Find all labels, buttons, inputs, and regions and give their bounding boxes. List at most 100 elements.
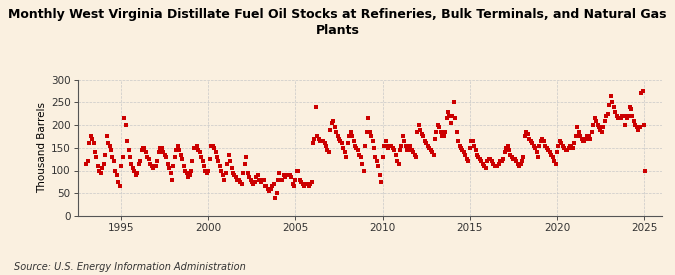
Point [628, 118, 639, 123]
Point [273, 177, 284, 182]
Point [164, 166, 175, 170]
Point [319, 141, 330, 145]
Point [180, 168, 190, 173]
Point [177, 157, 188, 161]
Point [569, 141, 580, 145]
Point [633, 128, 644, 132]
Point [418, 134, 429, 139]
Point [226, 166, 237, 170]
Point [344, 134, 354, 139]
Point [176, 152, 186, 157]
Point [566, 143, 577, 148]
Point [427, 150, 437, 155]
Point [463, 159, 474, 164]
Point [492, 164, 503, 168]
Point [250, 180, 261, 184]
Point [639, 123, 649, 127]
Point [525, 139, 536, 143]
Point [313, 137, 324, 141]
Point [220, 170, 231, 175]
Point [439, 130, 450, 134]
Point [512, 161, 523, 166]
Point [487, 161, 498, 166]
Point [594, 125, 605, 130]
Point [244, 175, 254, 180]
Point [277, 177, 288, 182]
Point [549, 159, 560, 164]
Point [424, 146, 435, 150]
Point [360, 143, 371, 148]
Point [92, 164, 103, 168]
Point [489, 164, 500, 168]
Point [309, 137, 320, 141]
Point [486, 159, 497, 164]
Point [145, 161, 156, 166]
Point [516, 159, 527, 164]
Point [626, 107, 637, 111]
Point [239, 161, 250, 166]
Point [634, 125, 645, 130]
Point [390, 152, 401, 157]
Point [323, 150, 334, 155]
Point [101, 134, 112, 139]
Point [444, 114, 455, 118]
Point [286, 175, 296, 180]
Point [246, 180, 257, 184]
Point [322, 148, 333, 152]
Point [530, 146, 541, 150]
Point [340, 150, 350, 155]
Point [454, 143, 465, 148]
Point [578, 139, 589, 143]
Point [264, 189, 275, 193]
Point [265, 186, 276, 191]
Point [217, 173, 228, 177]
Point [296, 180, 306, 184]
Point [448, 100, 459, 105]
Point [126, 161, 137, 166]
Point [450, 116, 461, 120]
Point [120, 123, 131, 127]
Point [385, 143, 396, 148]
Point [537, 137, 548, 141]
Point [124, 155, 135, 159]
Point [526, 141, 537, 145]
Point [467, 139, 478, 143]
Point [138, 146, 148, 150]
Point [84, 141, 95, 145]
Point [458, 150, 469, 155]
Point [203, 168, 214, 173]
Point [583, 134, 594, 139]
Point [284, 173, 295, 177]
Point [477, 161, 488, 166]
Point [441, 116, 452, 120]
Point [271, 191, 282, 195]
Point [196, 155, 207, 159]
Point [352, 148, 363, 152]
Point [389, 148, 400, 152]
Point [599, 118, 610, 123]
Point [374, 173, 385, 177]
Point [167, 177, 178, 182]
Point [412, 130, 423, 134]
Point [94, 168, 105, 173]
Point [409, 152, 420, 157]
Point [572, 125, 583, 130]
Point [248, 182, 259, 186]
Point [132, 170, 142, 175]
Point [456, 146, 466, 150]
Point [473, 155, 484, 159]
Point [133, 161, 144, 166]
Point [356, 155, 367, 159]
Point [621, 116, 632, 120]
Point [219, 177, 230, 182]
Point [91, 155, 102, 159]
Point [211, 150, 221, 155]
Point [605, 94, 616, 98]
Point [235, 180, 246, 184]
Point [559, 146, 570, 150]
Point [182, 175, 193, 180]
Point [351, 146, 362, 150]
Point [275, 177, 286, 182]
Point [165, 170, 176, 175]
Point [263, 186, 273, 191]
